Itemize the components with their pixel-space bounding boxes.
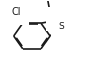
Text: Cl: Cl bbox=[12, 7, 21, 17]
Text: N: N bbox=[53, 15, 60, 24]
Text: S: S bbox=[58, 22, 64, 31]
